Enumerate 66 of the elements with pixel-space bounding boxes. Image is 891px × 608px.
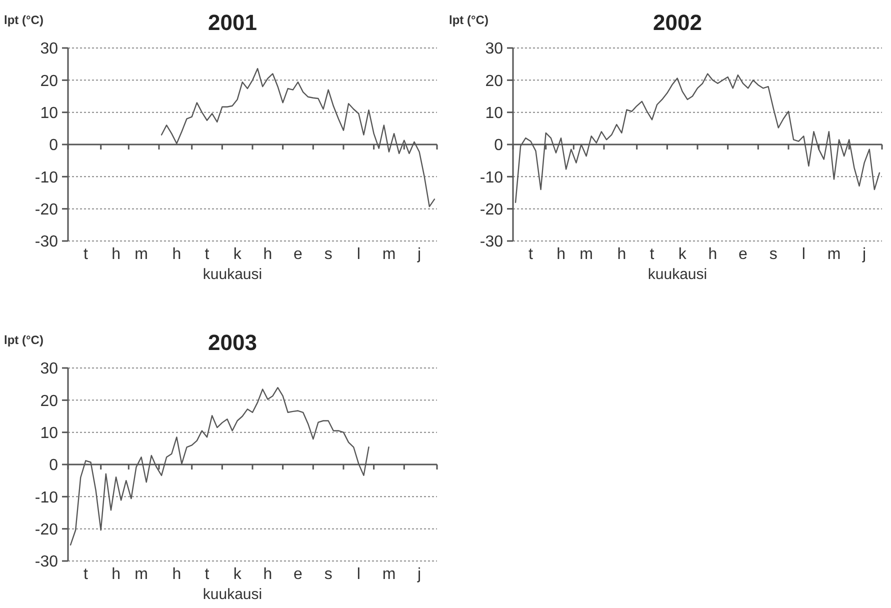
x-tick-label: t: [528, 246, 534, 263]
x-tick-label: l: [356, 246, 360, 263]
x-tick-label: h: [112, 246, 120, 263]
y-tick-label: 30: [40, 40, 58, 58]
y-tick-label: 0: [49, 457, 58, 474]
y-tick-label: -10: [480, 169, 504, 186]
y-tick-label: -30: [34, 554, 58, 571]
y-tick-label: 0: [49, 137, 58, 154]
x-tick-label: h: [617, 246, 626, 263]
x-tick-label: h: [708, 246, 718, 263]
chart-title: 2001: [208, 10, 257, 35]
x-tick-label: j: [416, 246, 422, 263]
x-tick-label: l: [802, 246, 806, 263]
y-tick-label: -10: [34, 489, 58, 506]
x-tick-label: m: [382, 246, 396, 263]
x-tick-label: m: [134, 246, 148, 263]
y-tick-label: 20: [40, 72, 58, 90]
y-tick-label: -20: [480, 201, 504, 218]
x-tick-label: t: [83, 246, 88, 263]
x-tick-label: h: [112, 566, 120, 583]
x-tick-label: h: [172, 246, 182, 263]
x-tick-label: m: [382, 566, 396, 583]
y-tick-label: 30: [40, 360, 58, 378]
x-tick-label: t: [204, 246, 210, 263]
y-tick-label: 20: [485, 72, 504, 90]
x-tick-label: m: [827, 246, 841, 263]
chart-title: 2002: [653, 10, 702, 35]
x-tick-label: t: [83, 566, 88, 583]
x-tick-label: l: [356, 566, 360, 583]
x-tick-label: s: [769, 246, 778, 263]
x-tick-label: k: [233, 566, 242, 583]
x-tick-label: m: [580, 246, 593, 263]
x-tick-label: k: [233, 246, 242, 263]
x-tick-label: e: [738, 246, 748, 263]
x-tick-label: h: [556, 246, 566, 263]
x-axis-title: kuukausi: [202, 586, 262, 603]
y-tick-label: 0: [494, 137, 504, 154]
x-tick-label: j: [862, 246, 866, 263]
chart-title: 2003: [208, 330, 257, 355]
x-tick-label: h: [172, 566, 182, 583]
x-tick-label: e: [294, 246, 303, 263]
x-tick-label: s: [324, 246, 332, 263]
x-tick-label: t: [204, 566, 210, 583]
x-tick-label: j: [416, 566, 422, 583]
y-tick-label: 30: [485, 40, 504, 58]
x-tick-label: k: [678, 246, 688, 263]
y-axis-title: lpt (°C): [4, 333, 44, 347]
x-tick-label: s: [324, 566, 332, 583]
x-axis-title: kuukausi: [648, 266, 708, 283]
y-axis-title: lpt (°C): [4, 13, 44, 27]
y-tick-label: -10: [34, 169, 58, 186]
y-tick-label: 10: [40, 104, 58, 122]
y-tick-label: 10: [40, 424, 58, 442]
y-tick-label: -20: [34, 201, 58, 218]
x-tick-label: h: [263, 246, 272, 263]
y-tick-label: 20: [40, 392, 58, 410]
y-axis-title: lpt (°C): [449, 13, 488, 27]
x-tick-label: t: [650, 246, 655, 263]
x-tick-label: h: [263, 566, 272, 583]
y-tick-label: 10: [485, 104, 504, 122]
y-tick-label: -30: [34, 234, 58, 251]
x-tick-label: m: [134, 566, 148, 583]
x-axis-title: kuukausi: [202, 266, 262, 283]
y-tick-label: -20: [34, 521, 58, 538]
y-tick-label: -30: [480, 234, 504, 251]
x-tick-label: e: [294, 566, 303, 583]
